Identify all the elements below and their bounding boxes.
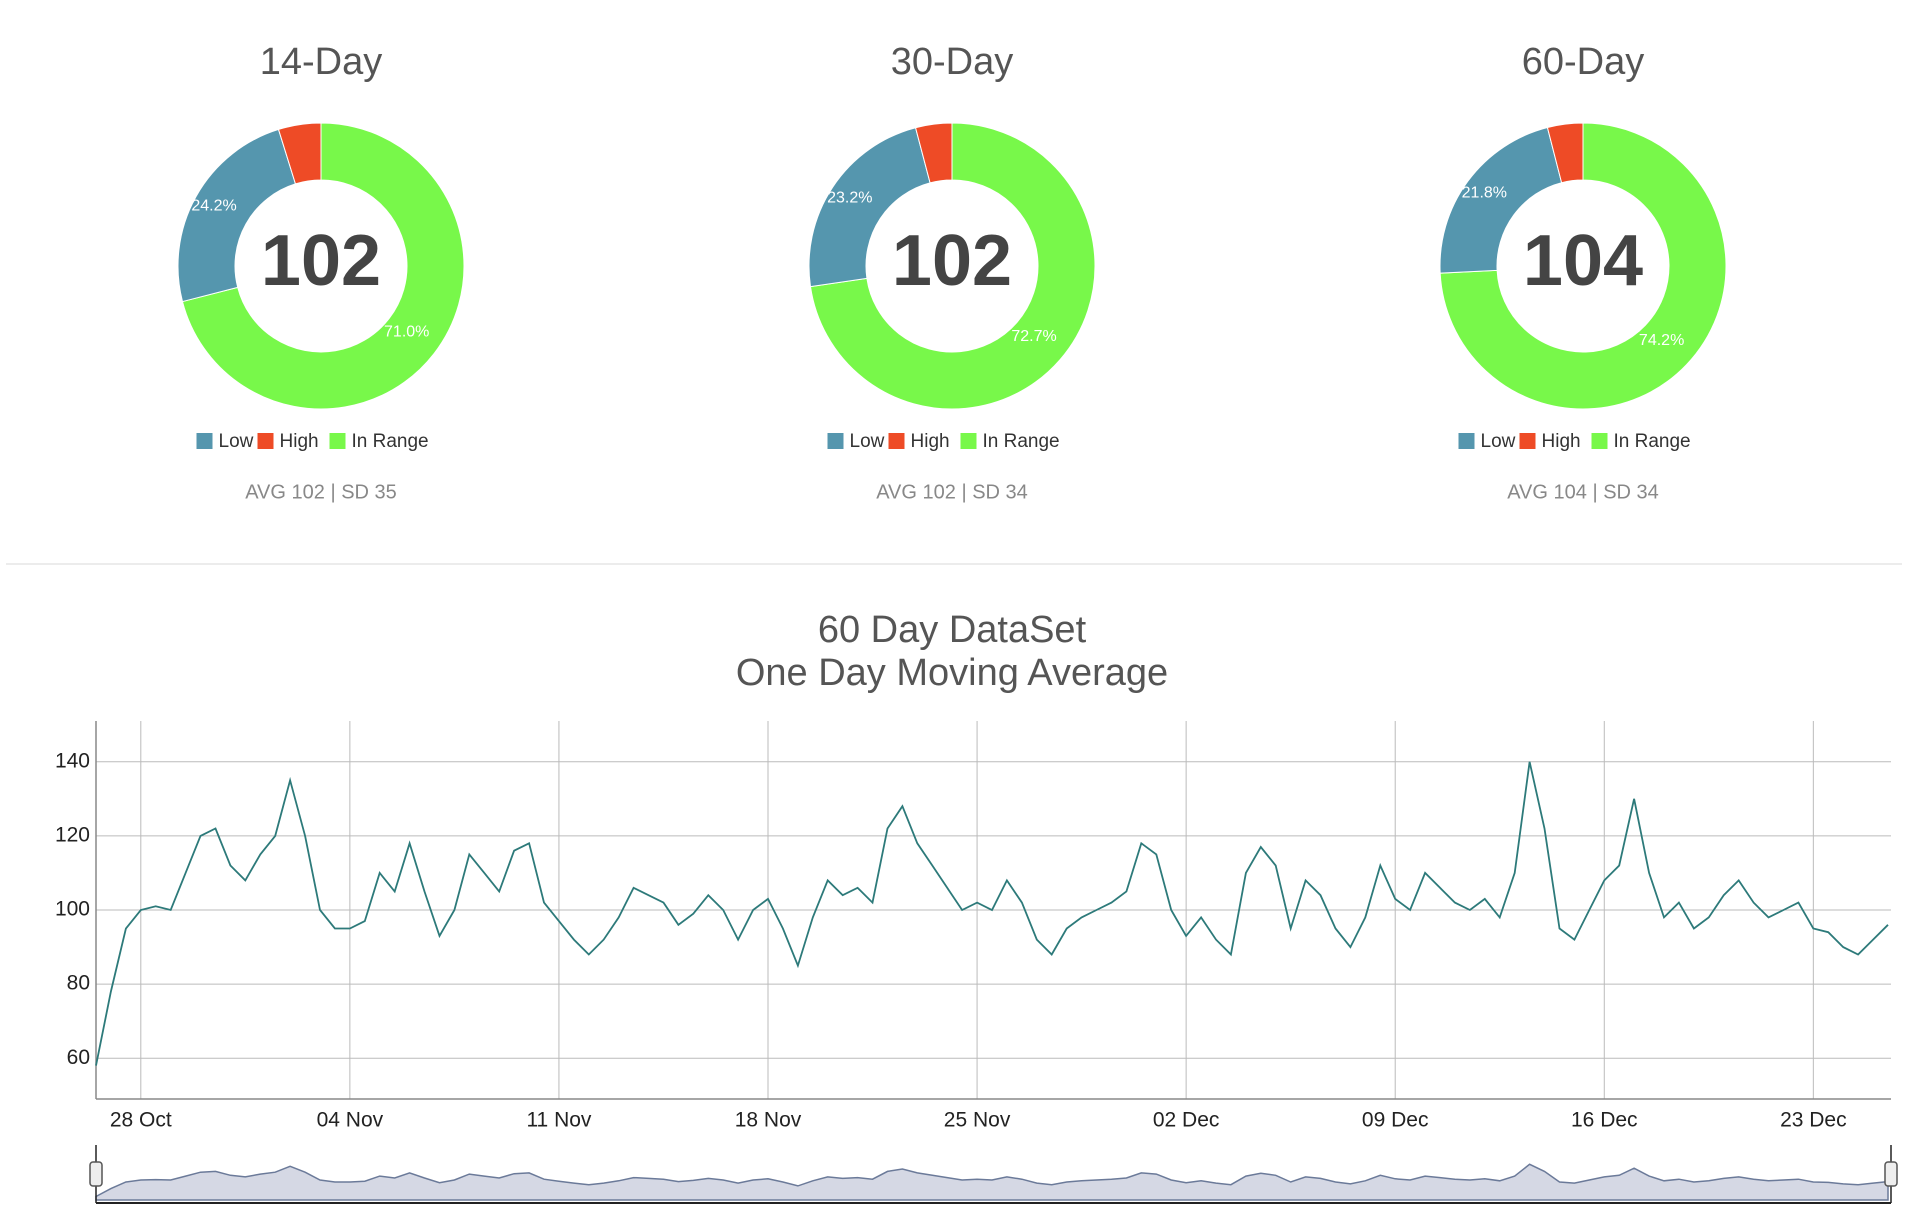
x-tick-label: 04 Nov [317, 1109, 384, 1132]
donut-slice [177, 128, 297, 303]
navigator-area [95, 1163, 1889, 1201]
slice-label: 24.2% [191, 198, 236, 215]
center-value: 102 [892, 221, 1012, 301]
y-tick-label: 60 [67, 1046, 90, 1069]
chart-title: 60 Day DataSet [818, 609, 1087, 651]
y-tick-label: 80 [67, 972, 90, 995]
donut-title: 60-Day [1522, 41, 1645, 83]
center-value: 104 [1523, 221, 1643, 301]
legend-swatch [257, 433, 274, 449]
x-tick-label: 11 Nov [526, 1109, 591, 1132]
legend-label: In Range [1614, 431, 1691, 452]
y-tick-label: 100 [55, 898, 90, 921]
legend-label: High [911, 431, 950, 452]
donut-slice [914, 122, 953, 184]
legend-label: Low [1481, 431, 1516, 452]
center-value: 102 [261, 221, 381, 301]
legend-label: In Range [983, 431, 1060, 452]
legend-label: In Range [352, 431, 429, 452]
stats-note: AVG 102 | SD 35 [245, 481, 397, 503]
donut-title: 30-Day [891, 41, 1014, 83]
x-tick-label: 23 Dec [1780, 1109, 1847, 1132]
legend-label: High [1542, 431, 1581, 452]
donut-slice [1546, 122, 1584, 184]
donut-slice [809, 122, 1096, 410]
legend-swatch [960, 433, 977, 449]
slice-label: 74.2% [1639, 332, 1684, 349]
donut-title: 14-Day [260, 41, 383, 83]
legend-label: High [280, 431, 319, 452]
slice-label: 72.7% [1011, 328, 1056, 345]
slice-label: 21.8% [1462, 185, 1507, 202]
legend-swatch [1591, 433, 1608, 449]
donut-slice [1439, 122, 1727, 410]
navigator-handle[interactable] [1884, 1161, 1898, 1187]
x-tick-label: 25 Nov [944, 1109, 1011, 1132]
donut-slice [181, 122, 465, 410]
legend-swatch [196, 433, 213, 449]
chart-subtitle: One Day Moving Average [736, 652, 1168, 694]
slice-label: 71.0% [384, 324, 429, 341]
x-tick-label: 02 Dec [1153, 1109, 1220, 1132]
legend-swatch [888, 433, 905, 449]
navigator-handle[interactable] [89, 1161, 103, 1187]
slice-label: 23.2% [827, 190, 872, 207]
x-tick-label: 16 Dec [1571, 1109, 1638, 1132]
x-tick-label: 09 Dec [1362, 1109, 1429, 1132]
data-line [95, 761, 1889, 1066]
legend-swatch [1519, 433, 1536, 449]
stats-note: AVG 102 | SD 34 [876, 481, 1028, 503]
legend-label: Low [850, 431, 885, 452]
y-tick-label: 140 [55, 749, 90, 772]
donut-slice [277, 122, 322, 185]
legend-swatch [827, 433, 844, 449]
x-tick-label: 28 Oct [110, 1109, 172, 1132]
x-tick-label: 18 Nov [735, 1109, 802, 1132]
legend-label: Low [219, 431, 254, 452]
stats-note: AVG 104 | SD 34 [1507, 481, 1659, 503]
legend-swatch [1458, 433, 1475, 449]
y-tick-label: 120 [55, 823, 90, 846]
legend-swatch [329, 433, 346, 449]
